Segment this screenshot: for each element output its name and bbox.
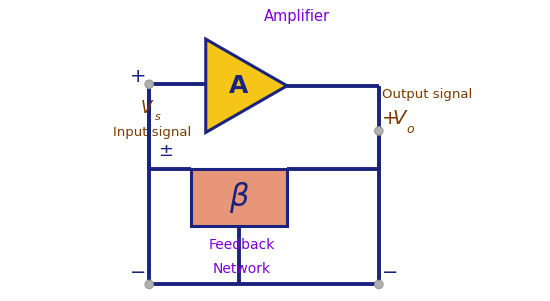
- Circle shape: [375, 127, 383, 135]
- Text: β: β: [229, 182, 249, 213]
- Text: Amplifier: Amplifier: [265, 9, 331, 24]
- Text: V: V: [140, 99, 152, 117]
- Text: Feedback: Feedback: [208, 238, 275, 252]
- Circle shape: [375, 280, 383, 289]
- Text: A: A: [229, 74, 248, 98]
- Text: −: −: [382, 263, 398, 282]
- Circle shape: [145, 280, 153, 289]
- Text: ±: ±: [158, 141, 173, 160]
- Text: s: s: [155, 112, 161, 122]
- Text: +: +: [382, 109, 398, 129]
- Text: −: −: [130, 263, 146, 282]
- Text: V: V: [392, 109, 406, 129]
- Text: Input signal: Input signal: [113, 126, 191, 139]
- Polygon shape: [206, 39, 287, 132]
- Text: +: +: [129, 67, 146, 86]
- Bar: [191, 169, 287, 226]
- Text: Network: Network: [213, 262, 271, 276]
- Circle shape: [145, 80, 153, 88]
- Text: o: o: [407, 123, 415, 136]
- Text: Output signal: Output signal: [382, 88, 472, 101]
